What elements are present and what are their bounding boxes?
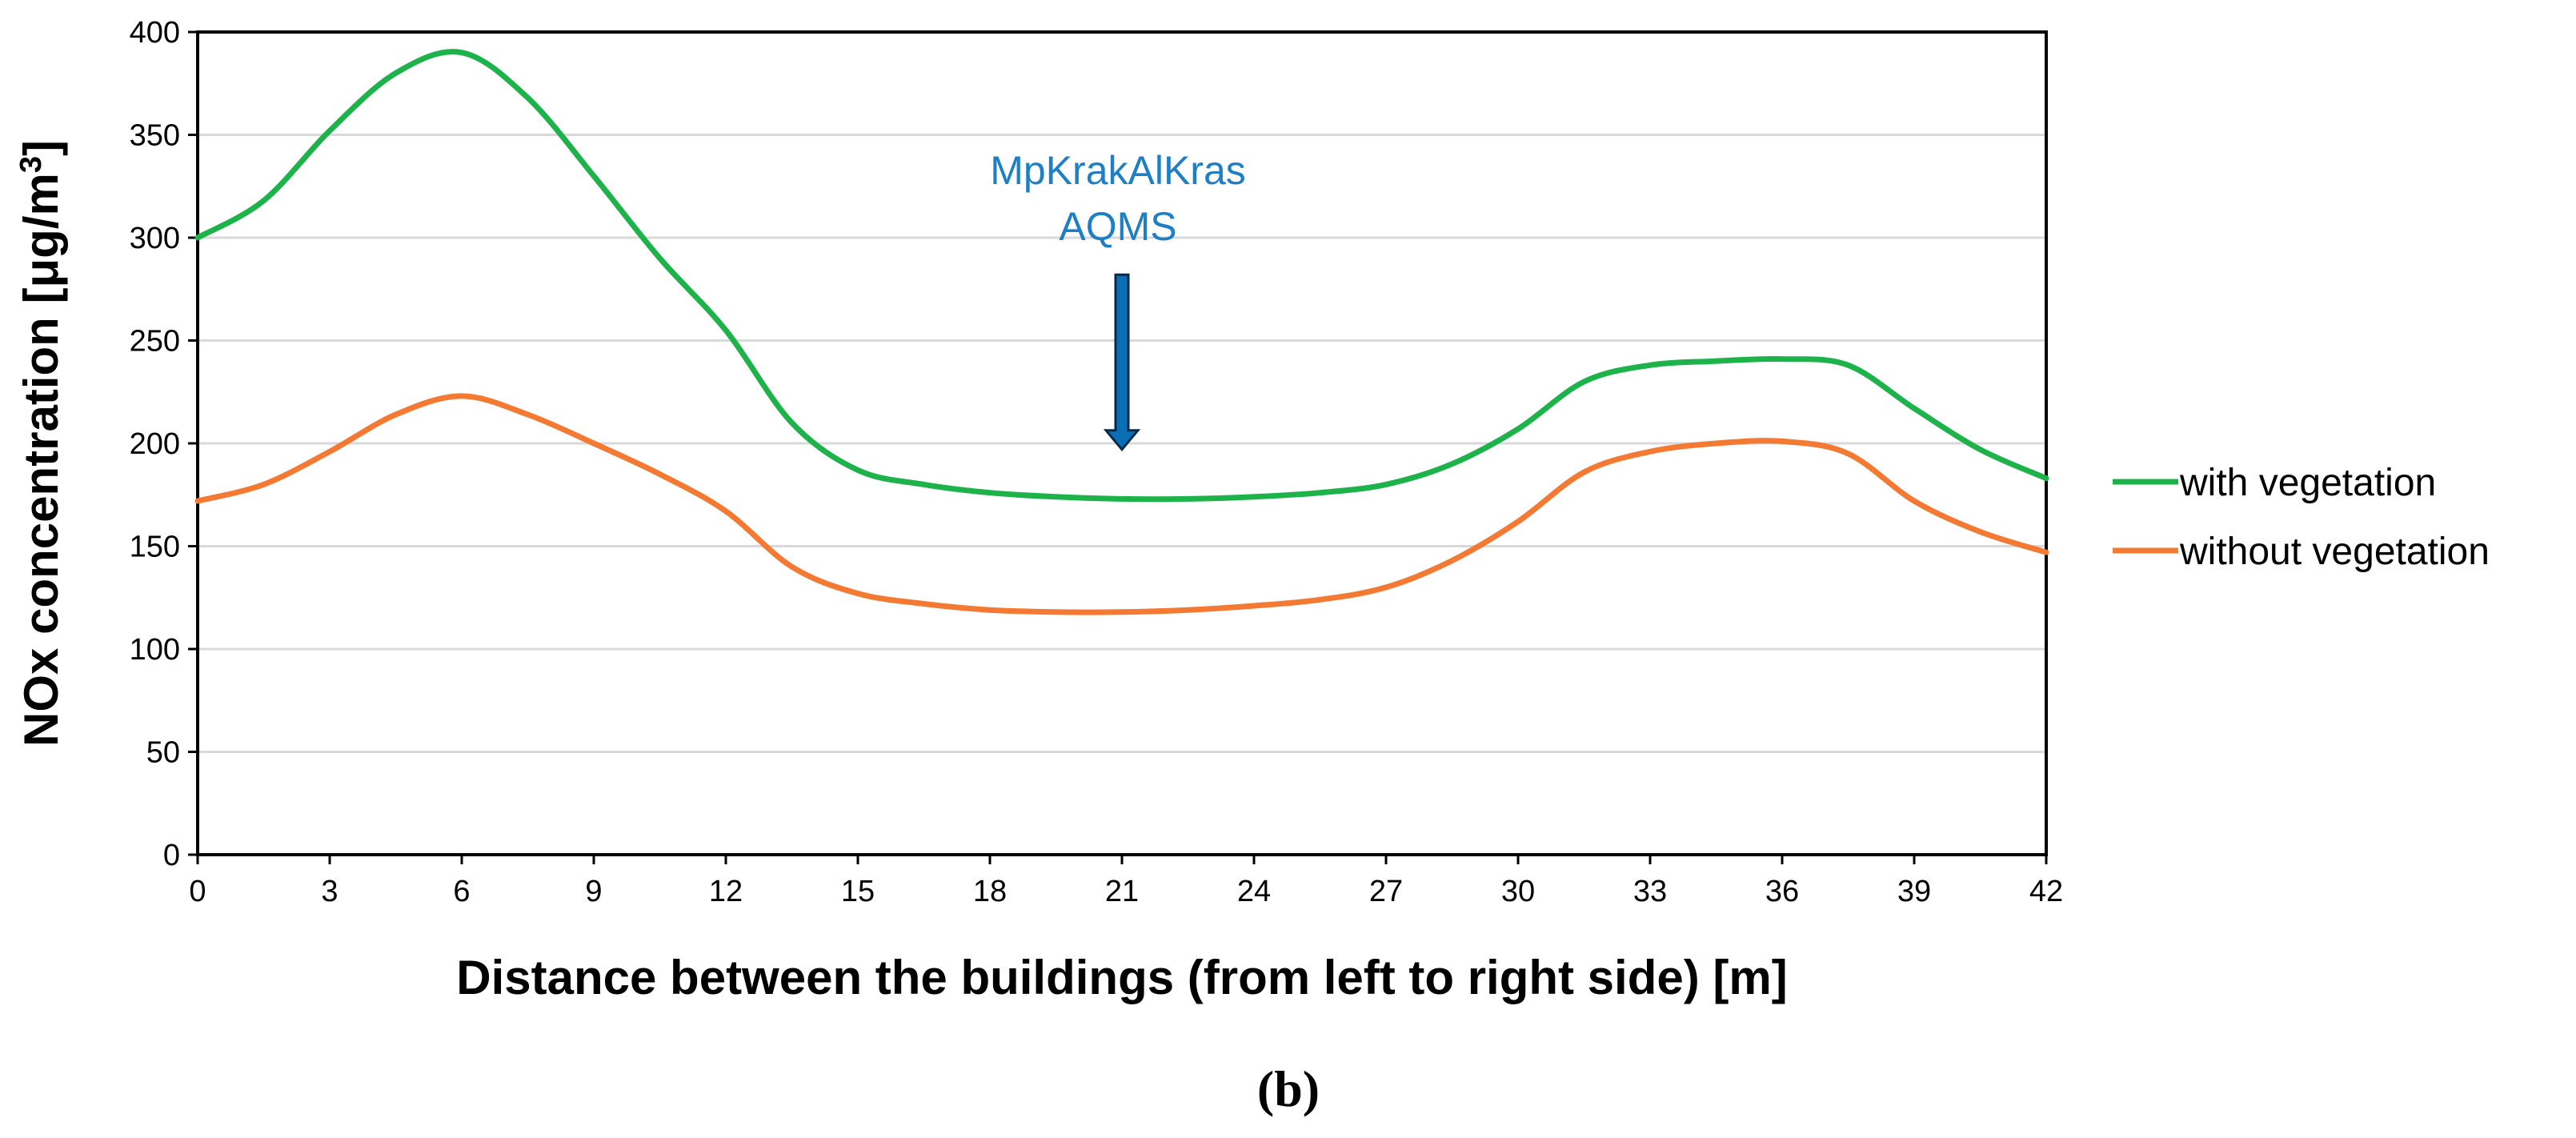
y-tick-label: 250 — [130, 325, 180, 359]
x-axis-ticks: 0 3 6 9 12 15 18 21 24 27 30 33 36 39 42 — [189, 855, 2063, 908]
series-line-with-vegetation — [194, 49, 2049, 503]
y-tick-label: 0 — [163, 839, 180, 872]
series-line-without-vegetation — [194, 393, 2049, 615]
y-tick-label: 100 — [130, 633, 180, 667]
x-tick-label: 6 — [453, 875, 470, 908]
x-tick-label: 42 — [2029, 875, 2063, 908]
x-tick-label: 33 — [1633, 875, 1667, 908]
x-tick-label: 3 — [321, 875, 338, 908]
x-tick-label: 27 — [1369, 875, 1403, 908]
y-axis-ticks: 0 50 100 150 200 250 300 350 400 — [130, 16, 198, 872]
x-tick-label: 18 — [973, 875, 1007, 908]
y-tick-label: 50 — [146, 736, 180, 770]
legend-label-with-vegetation: with vegetation — [2179, 462, 2436, 504]
y-tick-label: 400 — [130, 16, 180, 50]
x-tick-label: 15 — [841, 875, 875, 908]
legend: with vegetation without vegetation — [2113, 462, 2490, 573]
x-tick-label: 39 — [1897, 875, 1931, 908]
panel-label: (b) — [1257, 1060, 1320, 1117]
series-lines — [194, 49, 2049, 615]
aqms-annotation: MpKrakAlKras AQMS — [990, 148, 1246, 452]
legend-label-without-vegetation: without vegetation — [2179, 531, 2490, 573]
annotation-line1: MpKrakAlKras — [990, 148, 1246, 193]
x-tick-label: 12 — [709, 875, 743, 908]
x-tick-label: 0 — [189, 875, 206, 908]
x-tick-label: 21 — [1105, 875, 1139, 908]
x-tick-label: 24 — [1237, 875, 1271, 908]
y-tick-label: 350 — [130, 119, 180, 153]
x-axis-label: Distance between the buildings (from lef… — [456, 951, 1787, 1004]
annotation-line2: AQMS — [1059, 204, 1176, 249]
y-tick-label: 300 — [130, 222, 180, 255]
y-tick-label: 200 — [130, 427, 180, 461]
y-tick-label: 150 — [130, 531, 180, 564]
y-axis-label-sup: 3 — [14, 156, 48, 173]
x-tick-label: 9 — [585, 875, 602, 908]
down-arrow-icon — [1103, 273, 1141, 452]
y-axis-label-main: NOx concentration [μg/m — [14, 173, 68, 747]
x-tick-label: 30 — [1501, 875, 1535, 908]
y-axis-label: NOx concentration [μg/m3] — [14, 140, 68, 747]
x-tick-label: 36 — [1765, 875, 1799, 908]
y-axis-label-end: ] — [14, 140, 68, 156]
